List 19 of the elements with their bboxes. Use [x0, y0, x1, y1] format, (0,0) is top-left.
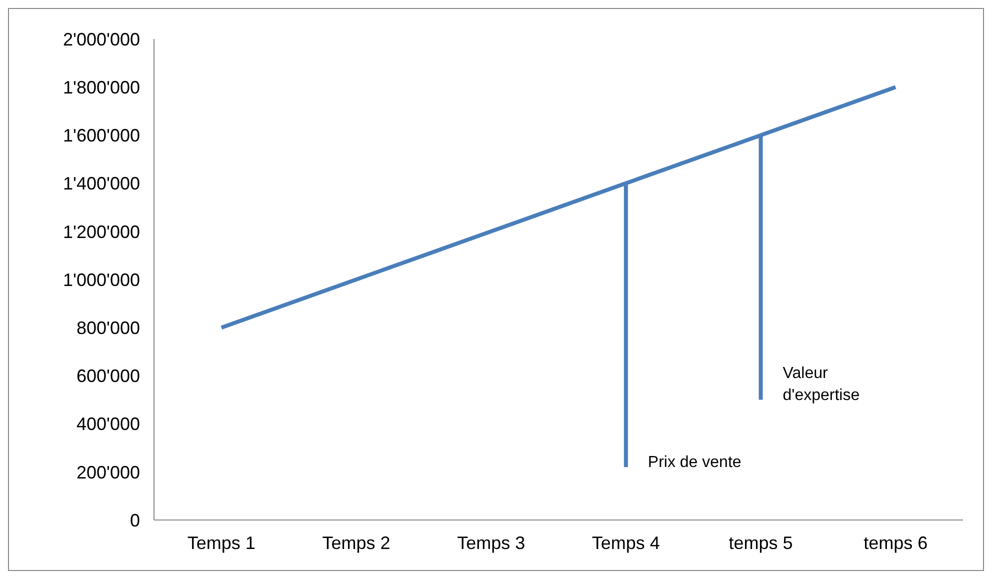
y-tick-label: 1'600'000 [63, 126, 140, 146]
y-tick-label: 1'800'000 [63, 77, 140, 98]
y-tick-label: 0 [130, 510, 140, 530]
y-tick-label: 400'000 [76, 414, 140, 434]
y-tick-label: 1'200'000 [63, 222, 140, 242]
x-tick-label: Temps 2 [322, 532, 390, 553]
y-tick-label: 1'400'000 [63, 174, 140, 194]
y-tick-label: 200'000 [76, 462, 140, 482]
annotation: Valeur d'expertise [782, 364, 860, 404]
x-tick-label: Temps 1 [187, 532, 256, 553]
annotation: Prix de vente [648, 454, 742, 472]
y-tick-label: 800'000 [76, 318, 140, 338]
y-tick-label: 2'000'000 [63, 29, 140, 50]
y-tick-label: 600'000 [76, 366, 140, 386]
y-tick-label: 1'000'000 [63, 270, 140, 290]
x-tick-label: Temps 3 [457, 532, 526, 553]
x-tick-label: Temps 4 [592, 532, 660, 553]
x-tick-label: temps 5 [728, 532, 793, 553]
x-tick-label: temps 6 [864, 532, 928, 553]
